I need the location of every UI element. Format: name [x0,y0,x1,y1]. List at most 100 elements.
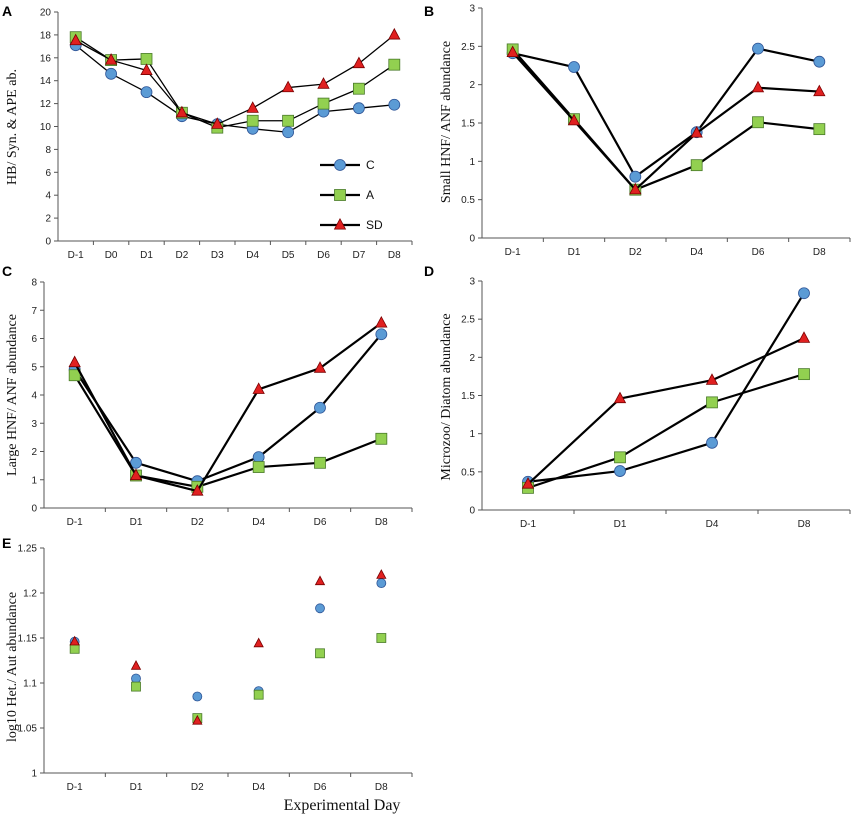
point-c-c [252,451,265,464]
y-tick-label-e: 1.15 [18,634,38,645]
y-tick-label-a: 4 [45,191,51,202]
point-sd-c [129,468,143,481]
xlabel-e: Experimental Day [284,797,401,814]
point-sd-e [192,714,203,725]
y-tick-label-d: 0 [469,506,475,517]
point-c-a [352,102,365,115]
x-tick-label-d: D4 [706,519,719,530]
y-tick-label-a: 16 [40,53,52,64]
y-tick-label-b: 0.5 [461,195,475,206]
y-tick-label-d: 1 [469,429,475,440]
y-tick-label-b: 2.5 [461,42,475,53]
point-a-b [690,159,703,172]
ylabel-c: Large HNF/ ANF abundance [5,314,20,476]
x-tick-label-d: D-1 [520,519,537,530]
point-c-c [314,401,326,414]
point-sd-e [130,660,142,670]
series-line-sd-b [511,51,820,191]
point-sd-a [246,101,259,113]
y-tick-label-e: 1.2 [23,589,37,600]
y-tick-label-e: 1.25 [18,544,38,555]
y-tick-label-c: 6 [31,334,37,345]
point-c-c [130,456,142,469]
y-tick-label-a: 0 [45,237,51,248]
point-sd-a [388,27,401,40]
point-c-a [105,67,117,80]
x-tick-label-b: D6 [752,247,765,258]
y-tick-label-b: 0 [469,234,475,245]
y-tick-label-d: 3 [469,277,475,288]
point-c-a [388,98,401,111]
y-tick-label-c: 7 [31,306,37,317]
x-tick-label-a: D1 [140,250,153,261]
point-a-c [314,456,326,469]
point-a-e [315,648,325,659]
y-tick-label-d: 0.5 [461,467,475,478]
panel-label-e: E [2,535,11,551]
point-a-e [253,689,264,700]
series-line-c-c [73,333,383,483]
point-c-d [706,436,718,449]
point-c-e [376,578,387,588]
y-tick-label-a: 18 [40,30,52,41]
point-sd-c [375,315,388,328]
point-sd-e [253,637,264,648]
point-sd-d [797,331,811,343]
point-c-e [192,691,203,702]
point-a-a [140,53,153,65]
y-tick-label-c: 0 [31,504,37,515]
point-a-b [813,123,826,136]
y-tick-label-a: 8 [45,145,51,156]
x-tick-label-a: D6 [317,250,330,261]
x-tick-label-c: D-1 [67,517,84,528]
series-line-a-b [511,48,820,191]
point-a-e [131,681,141,692]
panel-label-d: D [424,263,434,279]
plot-area-e: 1 1.05 1.1 1.15 1.2 1.25 D-1 D1 D2 D4 D6 D8 [18,544,413,793]
x-tick-label-a: D2 [176,250,189,261]
x-tick-label-a: D5 [282,250,295,261]
point-sd-a [211,117,224,129]
x-tick-label-c: D6 [314,517,327,528]
panel-d: D Microzoo/ Diatom abundance 0 0.5 1 1.5 2 2.… [424,263,851,530]
series-line-c-d [527,292,805,483]
point-sd-b [506,45,519,58]
point-c-b [629,170,642,183]
point-sd-d [521,477,535,489]
y-tick-label-a: 6 [45,168,51,179]
y-tick-label-c: 4 [31,391,37,402]
y-tick-label-d: 2.5 [461,315,475,326]
panel-label-c: C [2,263,12,279]
x-tick-label-b: D4 [690,247,703,258]
ylabel-a: HB/ Syn. & APE ab. [5,69,20,185]
y-tick-label-c: 5 [31,362,37,373]
y-tick-label-e: 1.05 [18,724,38,735]
plot-area-a: 0 2 4 6 8 10 12 14 16 18 20 D-1 D0 D1 D2 D3 D4 D5 D6 D7 D8 [40,8,413,261]
x-tick-label-c: D8 [375,517,388,528]
point-a-d [614,451,626,464]
y-tick-label-b: 1 [469,157,475,168]
y-tick-label-c: 3 [31,419,37,430]
point-c-a [282,126,295,139]
legend-label-c: C [366,158,375,172]
x-tick-label-e: D8 [375,782,388,793]
y-tick-label-a: 12 [40,99,52,110]
x-tick-label-a: D0 [105,250,118,261]
point-c-d [614,465,626,477]
point-a-c [375,432,388,445]
y-tick-label-b: 3 [469,4,475,15]
point-sd-c [68,355,81,368]
legend: C A SD [320,158,383,232]
legend-marker-sd [333,218,347,230]
point-sd-a [140,63,153,75]
series-line-a-a [75,36,395,129]
panel-c: C Large HNF/ ANF abundance 0 1 2 3 4 5 6 7 8 D-1 D… [2,263,413,528]
panel-label-a: A [2,3,12,19]
x-tick-label-e: D2 [191,782,204,793]
x-tick-label-b: D2 [629,247,642,258]
x-tick-label-d: D8 [798,519,811,530]
plot-area-b: 0 0.5 1 1.5 2 2.5 3 D-1 D1 D2 D4 D6 D8 [461,4,851,258]
point-c-e [131,673,141,684]
series-line-a-d [527,373,805,489]
y-tick-label-a: 10 [40,122,52,133]
